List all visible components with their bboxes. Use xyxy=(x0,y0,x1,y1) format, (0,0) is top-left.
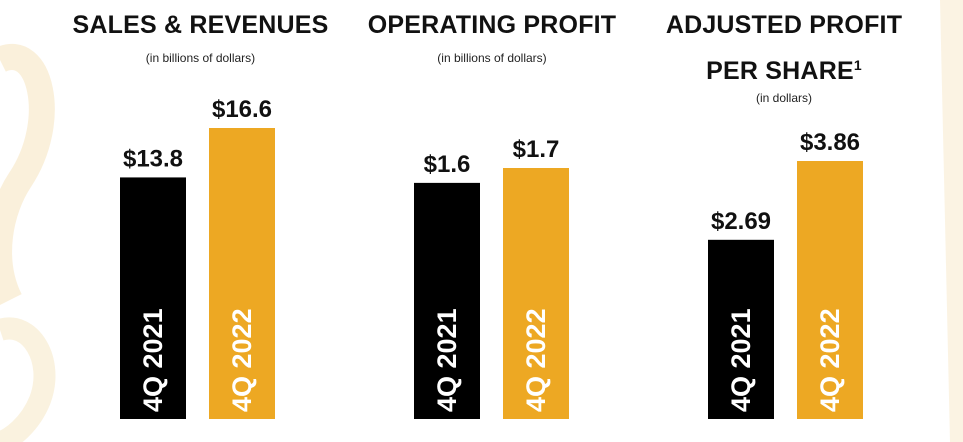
panel-subtitle: (in billions of dollars) xyxy=(145,51,256,65)
bar-4q-2021 xyxy=(118,175,188,421)
bar-4q-2022 xyxy=(795,159,865,421)
value-label: $2.69 xyxy=(711,208,771,235)
sales-revenues-chart: $13.8 4Q 2021 $16.6 4Q 2022 xyxy=(118,96,277,421)
title-line-1: OPERATING PROFIT xyxy=(367,11,617,39)
category-label: 4Q 2022 xyxy=(227,308,257,412)
panel-subtitle: (in dollars) xyxy=(755,91,812,105)
title-line-1: ADJUSTED PROFIT xyxy=(665,11,903,39)
bar-4q-2022 xyxy=(207,126,277,421)
value-label: $1.7 xyxy=(513,136,560,163)
footnote-marker: 1 xyxy=(853,57,862,73)
value-label: $1.6 xyxy=(424,151,471,178)
category-label: 4Q 2021 xyxy=(726,308,756,412)
category-label: 4Q 2021 xyxy=(138,308,168,412)
adjusted-profit-chart: $2.69 4Q 2021 $3.86 4Q 2022 xyxy=(706,129,865,421)
category-label: 4Q 2021 xyxy=(432,308,462,412)
title-line-2: PER SHARE xyxy=(706,57,854,85)
operating-profit-panel: OPERATING PROFIT (in billions of dollars… xyxy=(342,0,642,442)
value-label: $16.6 xyxy=(212,96,272,123)
bar-4q-2022 xyxy=(501,166,571,421)
value-label: $3.86 xyxy=(800,129,860,156)
category-label: 4Q 2022 xyxy=(521,308,551,412)
panel-title: OPERATING PROFIT xyxy=(342,5,642,45)
panel-title: ADJUSTED PROFIT xyxy=(634,5,934,45)
title-line-1: SALES & REVENUES xyxy=(72,11,329,39)
panel-title: SALES & REVENUES xyxy=(48,5,353,45)
sales-revenues-panel: SALES & REVENUES (in billions of dollars… xyxy=(48,0,353,442)
bar-4q-2021 xyxy=(706,237,776,421)
panel-title-line-2: PER SHARE1 xyxy=(634,45,934,91)
bar-4q-2021 xyxy=(412,180,482,421)
category-label: 4Q 2022 xyxy=(815,308,845,412)
adjusted-profit-panel: ADJUSTED PROFIT PER SHARE1 (in dollars) … xyxy=(634,0,934,442)
operating-profit-chart: $1.6 4Q 2021 $1.7 4Q 2022 xyxy=(412,136,571,421)
value-label: $13.8 xyxy=(123,145,183,172)
panel-subtitle: (in billions of dollars) xyxy=(437,51,547,65)
